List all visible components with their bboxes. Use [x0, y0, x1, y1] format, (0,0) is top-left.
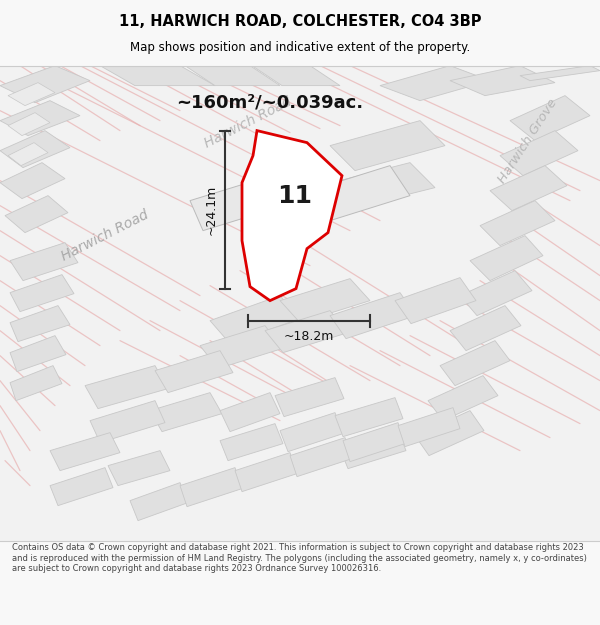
Polygon shape [5, 196, 68, 232]
Polygon shape [310, 166, 410, 221]
Polygon shape [50, 432, 120, 471]
Polygon shape [428, 376, 498, 421]
Polygon shape [180, 468, 242, 507]
Polygon shape [200, 326, 282, 369]
Polygon shape [510, 96, 590, 141]
Polygon shape [340, 431, 406, 469]
Polygon shape [265, 311, 348, 352]
Polygon shape [190, 181, 268, 231]
Text: Map shows position and indicative extent of the property.: Map shows position and indicative extent… [130, 41, 470, 54]
Polygon shape [90, 401, 165, 442]
Polygon shape [210, 296, 300, 344]
Text: Contains OS data © Crown copyright and database right 2021. This information is : Contains OS data © Crown copyright and d… [12, 543, 587, 573]
Polygon shape [185, 66, 280, 86]
Polygon shape [10, 306, 70, 342]
Polygon shape [0, 131, 70, 168]
Polygon shape [395, 278, 476, 324]
Text: ~24.1m: ~24.1m [205, 184, 218, 235]
Text: Harwich Road: Harwich Road [202, 94, 294, 151]
Polygon shape [280, 279, 370, 322]
Polygon shape [460, 271, 532, 316]
Polygon shape [415, 411, 484, 456]
Text: ~160m²/~0.039ac.: ~160m²/~0.039ac. [176, 94, 364, 112]
Text: ~18.2m: ~18.2m [284, 330, 334, 343]
Polygon shape [220, 392, 280, 432]
Text: 11, HARWICH ROAD, COLCHESTER, CO4 3BP: 11, HARWICH ROAD, COLCHESTER, CO4 3BP [119, 14, 481, 29]
Polygon shape [8, 82, 55, 106]
Polygon shape [330, 121, 445, 171]
Polygon shape [320, 162, 435, 211]
Polygon shape [470, 236, 543, 281]
Polygon shape [50, 468, 113, 506]
Polygon shape [0, 66, 90, 102]
Polygon shape [500, 131, 578, 176]
Polygon shape [8, 142, 48, 166]
Polygon shape [85, 366, 168, 409]
Polygon shape [220, 424, 283, 461]
Polygon shape [10, 242, 78, 281]
Polygon shape [290, 438, 352, 477]
Polygon shape [252, 66, 340, 86]
Polygon shape [130, 482, 188, 521]
Polygon shape [440, 341, 510, 386]
Polygon shape [398, 408, 460, 447]
Polygon shape [100, 66, 215, 86]
Polygon shape [10, 366, 62, 401]
Polygon shape [280, 412, 343, 452]
Polygon shape [0, 162, 65, 199]
Polygon shape [155, 351, 233, 392]
Text: Harwich Grove: Harwich Grove [496, 96, 560, 185]
Polygon shape [380, 66, 490, 101]
Polygon shape [8, 112, 50, 136]
Polygon shape [450, 306, 521, 351]
Polygon shape [520, 66, 600, 81]
Polygon shape [108, 451, 170, 486]
Text: 11: 11 [277, 184, 313, 208]
Polygon shape [330, 292, 416, 339]
Polygon shape [10, 274, 74, 312]
Polygon shape [335, 398, 403, 437]
Polygon shape [0, 101, 80, 136]
Polygon shape [242, 131, 342, 301]
Polygon shape [235, 452, 297, 492]
Polygon shape [343, 422, 405, 462]
Polygon shape [275, 378, 344, 417]
Polygon shape [10, 336, 66, 372]
Polygon shape [150, 392, 222, 432]
Text: Harwich Road: Harwich Road [59, 208, 151, 264]
Polygon shape [490, 166, 567, 211]
Polygon shape [450, 66, 555, 96]
Polygon shape [480, 201, 555, 246]
